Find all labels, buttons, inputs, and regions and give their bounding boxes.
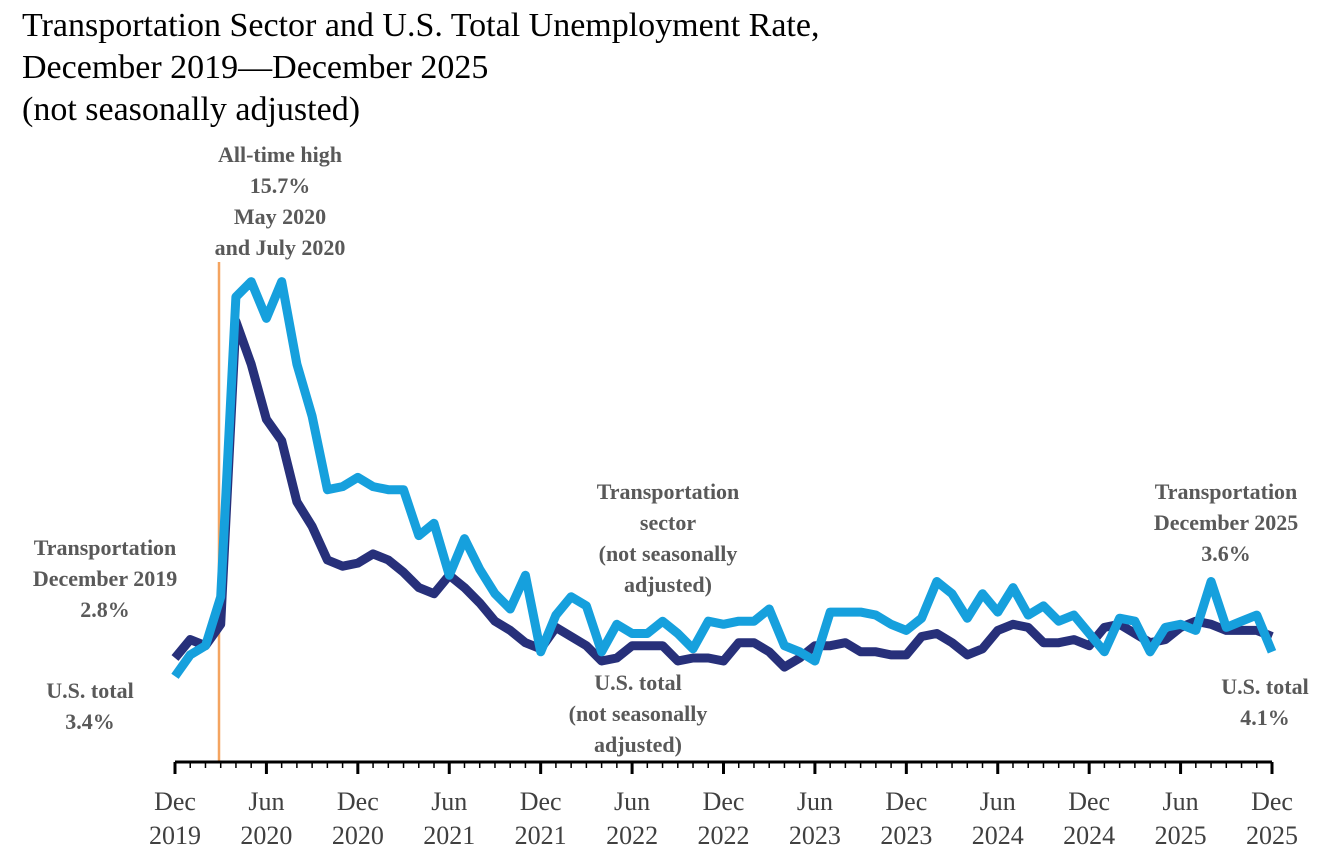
annotation: 3.4% <box>65 709 115 734</box>
series-line <box>171 316 1274 672</box>
annotation: Transportation <box>1155 479 1298 504</box>
annotation: Transportation <box>597 479 740 504</box>
x-tick-label: Jun 2022 <box>606 787 659 850</box>
annotation: U.S. total <box>46 678 133 703</box>
chart-title: December 2019—December 2025 <box>22 49 488 86</box>
annotation: December 2019 <box>33 566 177 591</box>
x-tick-label: Dec 2019 <box>149 787 201 850</box>
annotation: 15.7% <box>250 173 311 198</box>
x-tick-label: Jun 2020 <box>240 787 293 850</box>
annotation: adjusted) <box>624 572 712 597</box>
annotation: adjusted) <box>594 732 682 757</box>
annotation: (not seasonally <box>599 541 738 566</box>
x-tick-label: Jun 2025 <box>1154 787 1207 850</box>
annotation: U.S. total <box>594 670 681 695</box>
annotation: 4.1% <box>1240 705 1290 730</box>
x-tick-label: Dec 2020 <box>331 787 384 850</box>
annotation: December 2025 <box>1154 510 1298 535</box>
x-tick-label: Jun 2024 <box>971 787 1024 850</box>
chart-title: Transportation Sector and U.S. Total Une… <box>22 7 819 44</box>
x-tick-label: Dec 2023 <box>880 787 933 850</box>
chart-subtitle: (not seasonally adjusted) <box>22 91 360 128</box>
annotation: 3.6% <box>1201 541 1251 566</box>
x-tick-label: Jun 2023 <box>788 787 841 850</box>
annotation: and July 2020 <box>215 235 346 260</box>
series-line <box>171 277 1277 679</box>
x-tick-label: Jun 2021 <box>423 787 476 850</box>
annotation: sector <box>640 510 696 535</box>
x-tick-label: Dec 2024 <box>1063 787 1116 850</box>
x-tick-label: Dec 2022 <box>697 787 750 850</box>
x-tick-label: Dec 2021 <box>514 787 567 850</box>
annotation: U.S. total <box>1221 674 1308 699</box>
annotation: 2.8% <box>80 597 130 622</box>
annotation: All-time high <box>218 142 342 167</box>
annotation: May 2020 <box>234 204 326 229</box>
annotation: (not seasonally <box>569 701 708 726</box>
x-tick-label: Dec 2025 <box>1246 787 1298 850</box>
annotation: Transportation <box>34 535 177 560</box>
